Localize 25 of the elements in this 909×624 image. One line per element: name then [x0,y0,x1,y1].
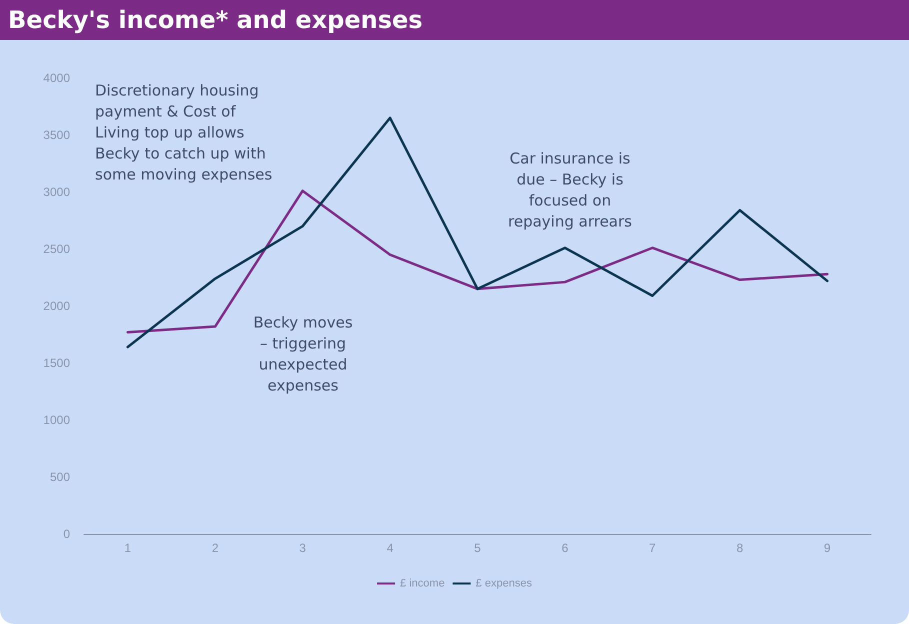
y-tick-label: 4000 [43,71,70,85]
annotation: Car insurance is due – Becky is focused on repaying arrears [508,150,632,230]
line-series [126,190,829,334]
annotation: Becky moves – triggering unexpected expenses [253,314,353,394]
x-tick-label: 5 [474,541,482,555]
y-tick-label: 0 [63,527,70,541]
y-tick-label: 2000 [43,299,70,313]
y-tick-label: 1500 [43,356,70,370]
x-tick-label: 9 [824,541,831,555]
legend-label: £ income [400,578,445,590]
x-tick-label: 7 [649,541,656,555]
x-tick-label: 3 [299,541,306,555]
y-tick-label: 3000 [43,185,70,199]
y-tick-label: 500 [50,470,70,484]
legend-label: £ expenses [476,578,532,590]
y-tick-label: 1000 [43,413,70,427]
x-tick-label: 6 [562,541,569,555]
y-tick-label: 3500 [43,128,70,142]
y-tick-label: 2500 [43,242,70,256]
x-tick-label: 1 [124,541,132,555]
x-tick-label: 2 [212,541,219,555]
annotation: Discretionary housing payment & Cost of Living top up allows Becky to catch up with some moving expenses [95,82,272,184]
x-tick-label: 4 [386,541,394,555]
x-tick-label: 8 [736,541,744,555]
chart-title: Becky's income* and expenses [0,0,909,40]
